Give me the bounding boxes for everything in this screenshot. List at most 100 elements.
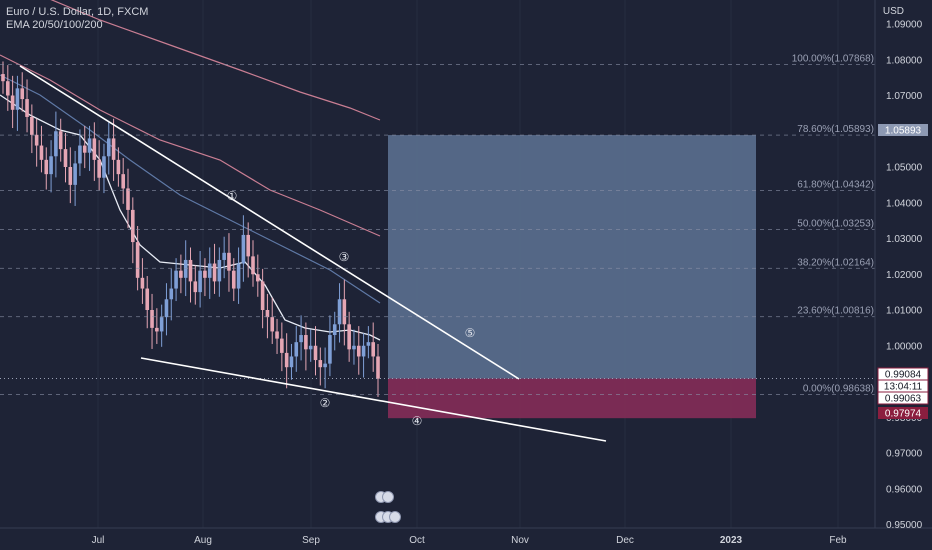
candle-body [6, 81, 10, 96]
candle-body [265, 310, 270, 318]
candle-body [116, 159, 121, 175]
candle-body [87, 138, 92, 153]
time-label: Sep [302, 535, 320, 546]
candle-body [30, 116, 34, 135]
candle-body [313, 345, 318, 361]
candle-body [150, 310, 154, 328]
time-label: Feb [829, 535, 847, 546]
price-tick: 1.07000 [886, 91, 923, 102]
symbol-title[interactable]: Euro / U.S. Dollar, 1D, FXCM [6, 6, 149, 18]
candle-body [1, 74, 5, 82]
candle-body [20, 88, 25, 100]
candle-body [44, 159, 49, 175]
candle-body [140, 277, 145, 289]
candle-body [299, 335, 303, 343]
candle-body [304, 335, 308, 350]
fib-label: 50.00%(1.03253) [797, 218, 874, 229]
wave-label: ① [227, 189, 238, 203]
candle-body [251, 256, 255, 275]
candle-body [68, 167, 73, 185]
wave-label: ② [320, 396, 331, 410]
time-label: Jul [92, 535, 105, 546]
wave-label: ③ [339, 250, 350, 264]
candle-body [10, 95, 15, 110]
candle-body [356, 345, 361, 357]
price-badge [877, 391, 929, 405]
candle-body [92, 138, 97, 160]
candle-body [15, 88, 20, 110]
price-unit[interactable]: USD [882, 6, 904, 17]
candle-body [207, 263, 212, 278]
price-tick: 0.96000 [886, 484, 923, 495]
candle-body [145, 288, 150, 310]
candle-body [102, 156, 106, 178]
candle-body [25, 99, 29, 117]
candle-body [376, 356, 380, 379]
target-zone [388, 135, 756, 379]
price-badge-label: 0.97974 [885, 409, 922, 420]
candle-body [164, 299, 169, 318]
fib-label: 78.60%(1.05893) [797, 124, 874, 135]
candle-body [174, 270, 178, 289]
price-badge-label: 1.05893 [885, 126, 922, 137]
candle-body [227, 252, 231, 271]
price-badge-label: 0.99084 [885, 370, 922, 381]
candle-body [159, 317, 164, 332]
candle-body [318, 360, 323, 368]
candle-body [58, 131, 63, 150]
candle-body [246, 234, 250, 257]
candle-body [275, 331, 279, 339]
candle-body [183, 259, 188, 278]
candle-body [73, 163, 77, 185]
price-tick: 0.97000 [886, 449, 923, 460]
candle-body [260, 281, 265, 310]
lower-trendline [140, 357, 607, 442]
upper-trendline [19, 65, 520, 380]
candle-body [222, 252, 226, 260]
ema-200-line [50, 0, 381, 121]
candle-body [97, 159, 101, 178]
candle-body [169, 288, 174, 300]
candle-body [78, 145, 82, 164]
ema-50-line [0, 74, 381, 304]
candle-body [54, 131, 58, 157]
candle-body [135, 242, 140, 278]
price-tick: 1.08000 [886, 55, 923, 66]
fib-label: 100.00%(1.07868) [792, 53, 874, 64]
candle-body [179, 270, 183, 278]
candle-body [236, 263, 241, 289]
candle-body [256, 274, 260, 282]
candle-body [289, 356, 294, 368]
price-tick: 1.09000 [886, 20, 923, 31]
price-tick: 1.03000 [886, 234, 923, 245]
candle-body [241, 234, 246, 264]
wave-label: ④ [412, 414, 423, 428]
price-badge [878, 124, 928, 136]
candle-body [212, 263, 217, 282]
candle-body [188, 259, 193, 282]
candle-body [126, 188, 130, 210]
candle-body [371, 342, 375, 357]
candle-body [82, 145, 87, 153]
fib-label: 0.00%(0.98638) [803, 383, 874, 394]
candle-body [217, 259, 222, 282]
candle-body [323, 363, 327, 368]
stop-zone [388, 378, 756, 419]
candle-body [347, 324, 351, 350]
price-tick: 1.02000 [886, 270, 923, 281]
candle-body [121, 174, 125, 189]
candle-body [106, 138, 111, 157]
candle-body [193, 281, 198, 293]
time-label: 2023 [720, 535, 743, 546]
price-badge-label: 13:04:11 [884, 382, 923, 393]
indicator-label[interactable]: EMA 20/50/100/200 [6, 19, 103, 31]
price-badge [878, 407, 928, 419]
candle-body [39, 145, 44, 160]
price-tick: 0.95000 [886, 520, 923, 531]
candle-body [231, 270, 236, 289]
price-tick: 1.04000 [886, 198, 923, 209]
time-label: Nov [511, 535, 529, 546]
candle-body [284, 352, 289, 368]
candle-body [155, 327, 159, 332]
